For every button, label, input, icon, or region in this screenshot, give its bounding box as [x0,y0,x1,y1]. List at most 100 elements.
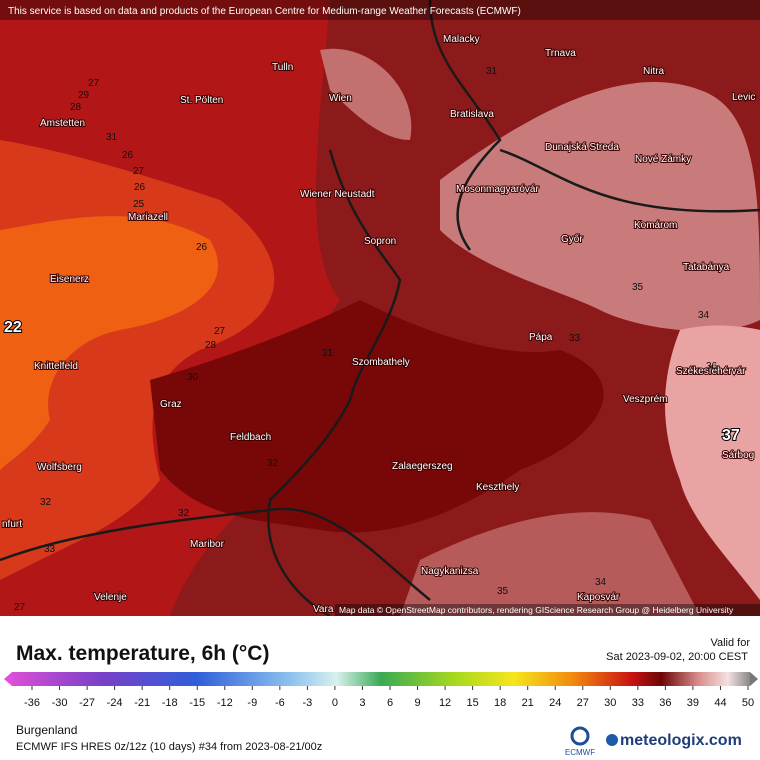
contour-label: 30 [187,372,199,383]
city-label: Bratislava [450,109,494,120]
colorbar-tick-label: 50 [742,697,754,709]
city-label: Szombathely [352,357,410,368]
ecmwf-label: ECMWF [565,748,595,757]
contour-label: 26 [196,242,208,253]
city-label: Levic [732,92,755,103]
colorbar-tick-label: -18 [162,697,178,709]
city-label: Veszprém [623,394,667,405]
city-label: Mosonmagyaróvár [456,184,539,195]
city-label: Trnava [545,48,576,59]
contour-label: 32 [178,508,190,519]
contour-label: 28 [70,102,82,113]
attribution-bar [0,0,760,20]
contour-label: 26 [122,150,134,161]
contour-label: 33 [569,333,581,344]
city-label: Nagykanizsa [421,566,479,577]
colorbar-ticks: -36 -30 -27 -24 -21 -18 -15 -12 -9 -6 -3 0 3 6 9 12 15 18… [24,686,754,709]
city-label: Malacky [443,34,480,45]
colorbar-tick-label: 0 [332,697,338,709]
colorbar-tick-label: 9 [414,697,420,709]
zone-pink [400,512,700,616]
contour-label: 31 [486,66,498,77]
contour-label: 26 [134,182,146,193]
city-label: nfurt [2,519,22,530]
city-label: Komárom [634,220,677,231]
contour-label: 35 [632,282,644,293]
highlight-label: 22 [4,319,22,336]
city-label: Kaposvár [577,592,620,603]
city-label: Feldbach [230,432,271,443]
contour-labels: 2729283126272625262728303131323233353334… [3,66,741,613]
colorbar [12,672,750,686]
contour-label: 27 [133,166,145,177]
colorbar-tick-label: 15 [466,697,478,709]
zone-orange [0,216,218,470]
contour-label: 27 [214,326,226,337]
city-label: Mariazell [128,212,168,223]
contour-label: 33 [44,544,56,555]
map-credit: Map data © OpenStreetMap contributors, r… [339,605,734,615]
colorbar-tick-label: 6 [387,697,393,709]
contour-label: 27 [14,602,26,613]
city-label: Zalaegerszeg [392,461,453,472]
zone-pink [320,48,412,140]
valid-time: Sat 2023-09-02, 20:00 CEST [606,651,748,663]
contour-label: 25 [133,199,145,210]
colorbar-tick-label: 44 [714,697,726,709]
colorbar-tick-label: 21 [522,697,534,709]
colorbar-tick-label: -36 [24,697,40,709]
contour-label: 34 [595,577,607,588]
city-label: Vara [313,604,334,615]
city-label: Eisenerz [50,274,89,285]
highlight-label: 37 [722,427,740,444]
colorbar-tick-label: 3 [359,697,365,709]
city-label: Knittelfeld [34,361,78,372]
brand-logo [606,734,618,746]
city-label: Amstetten [40,118,85,129]
city-label: Dunajská Streda [545,142,619,153]
city-label: Nitra [643,66,665,77]
colorbar-tick-label: 27 [577,697,589,709]
city-label: Sárbog [722,450,754,461]
credit-bar [335,604,760,616]
colorbar-tick-label: 24 [549,697,561,709]
city-label: Graz [160,399,182,410]
legend: Max. temperature, 6h (°C) Valid for Sat … [0,616,760,760]
contour-label: 28 [205,340,217,351]
city-label: Győr [561,234,583,245]
colorbar-tick-label: -6 [275,697,285,709]
colorbar-end [4,672,12,686]
valid-label: Valid for [710,637,750,649]
contour-label: 32 [267,458,279,469]
contour-label: 31 [106,132,118,143]
cities: Malacky Trnava Nitra Levic Tulln St. Pölten Wi… [1,33,756,616]
contour-label: 36 [706,361,718,372]
colorbar-tick-label: -9 [247,697,257,709]
colorbar-tick-label: 39 [687,697,699,709]
colorbar-tick-label: -3 [302,697,312,709]
colorbar-tick-label: 12 [439,697,451,709]
city-label: Keszthely [476,482,519,493]
contour-label: 27 [88,78,100,89]
city-label: Wolfsberg [37,462,82,473]
region: Burgenland [16,723,77,737]
brand: meteologix.com [620,732,742,749]
city-label: Wien [329,93,352,104]
attribution: This service is based on data and produc… [8,6,521,17]
city-label: Sopron [364,236,396,247]
city-label: Velenje [94,592,127,603]
ecmwf-logo [570,726,590,746]
colorbar-tick-label: -24 [107,697,123,709]
city-label: Maribor [190,539,225,550]
colorbar-tick-label: 36 [659,697,671,709]
colorbar-tick-label: -30 [52,697,68,709]
map: This service is based on data and produc… [0,0,760,616]
colorbar-tick-label: -21 [134,697,150,709]
contour-label: 34 [698,310,710,321]
colorbar-tick-label: -27 [79,697,95,709]
colorbar-tick-label: 18 [494,697,506,709]
zone-light [665,325,760,600]
colorbar-tick-label: -12 [217,697,233,709]
contour-label: 32 [40,497,52,508]
